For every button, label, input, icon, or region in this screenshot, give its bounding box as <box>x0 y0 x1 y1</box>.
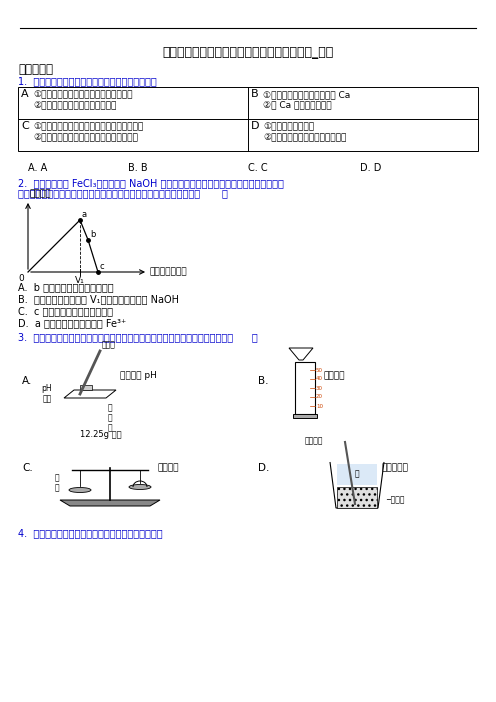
Polygon shape <box>64 390 116 398</box>
Ellipse shape <box>129 484 151 489</box>
Text: 10: 10 <box>316 404 323 409</box>
Text: 1.  下列有关生产生活中的化学知识整理有错误的是: 1. 下列有关生产生活中的化学知识整理有错误的是 <box>18 76 157 86</box>
Text: ①灌装汽水时加压，是为了增加气体溶解的量: ①灌装汽水时加压，是为了增加气体溶解的量 <box>33 122 143 131</box>
Text: ①明矾具有净水作用: ①明矾具有净水作用 <box>263 122 314 131</box>
Text: 30: 30 <box>316 385 323 390</box>
Text: B. B: B. B <box>128 163 148 173</box>
Text: A.: A. <box>22 376 32 386</box>
Text: 2.  向一定质量的 FeCl₃溶液中滴加 NaOH 溶液一段时间后，改为滴加稀硫酸，所得沉淀质: 2. 向一定质量的 FeCl₃溶液中滴加 NaOH 溶液一段时间后，改为滴加稀硫… <box>18 178 284 188</box>
Text: D. D: D. D <box>360 163 381 173</box>
Text: 称量固体: 称量固体 <box>158 463 180 472</box>
Bar <box>337 464 377 485</box>
Text: ②活性炭能吸附水中的色素和异味: ②活性炭能吸附水中的色素和异味 <box>263 132 346 141</box>
Text: 3.  正确规范的操作是实验成功和人身安全的重要保证。下列实验操作正确的是（      ）: 3. 正确规范的操作是实验成功和人身安全的重要保证。下列实验操作正确的是（ ） <box>18 332 258 342</box>
Text: 40: 40 <box>316 376 323 381</box>
Text: ─浓硫酸: ─浓硫酸 <box>386 496 405 505</box>
Text: 测定溶液 pH: 测定溶液 pH <box>120 371 157 380</box>
Text: B: B <box>251 89 258 99</box>
Text: A. A: A. A <box>28 163 47 173</box>
Text: 加入试剂总体积: 加入试剂总体积 <box>150 267 187 277</box>
Text: c: c <box>100 262 105 271</box>
Text: V₁: V₁ <box>75 276 85 285</box>
Text: D.: D. <box>258 463 269 473</box>
Text: 纸
片: 纸 片 <box>55 473 60 493</box>
Text: A: A <box>21 89 29 99</box>
Text: 玻璃棒: 玻璃棒 <box>102 340 116 349</box>
Text: C: C <box>21 121 29 131</box>
Polygon shape <box>289 348 313 360</box>
Text: pH
试纸: pH 试纸 <box>41 384 52 404</box>
Text: 不断搅拌: 不断搅拌 <box>305 436 323 445</box>
Text: 玻
璃
片: 玻 璃 片 <box>108 403 113 433</box>
Text: 12.25g 固体: 12.25g 固体 <box>80 430 122 439</box>
Text: ①人体含量最多的金属元素是 Ca: ①人体含量最多的金属元素是 Ca <box>263 90 350 99</box>
Text: 50: 50 <box>316 368 323 373</box>
Text: ①一氧化碳会与血红蛋白结合，使人中毒: ①一氧化碳会与血红蛋白结合，使人中毒 <box>33 90 132 99</box>
Polygon shape <box>60 500 160 506</box>
Text: 0: 0 <box>18 274 24 283</box>
Text: 一、选择题: 一、选择题 <box>18 63 53 76</box>
Text: 4.  下表物质中含有少量杂质，其中除杂方法正确的是: 4. 下表物质中含有少量杂质，其中除杂方法正确的是 <box>18 528 163 538</box>
Text: ②缺 Ca 会引起骨质疏松: ②缺 Ca 会引起骨质疏松 <box>263 100 332 109</box>
Bar <box>295 362 315 414</box>
Text: b: b <box>90 230 95 239</box>
Text: a: a <box>82 210 87 219</box>
Bar <box>80 385 92 390</box>
Text: C.  c 点时溶液中的溶质不止是盐: C. c 点时溶液中的溶质不止是盐 <box>18 306 113 316</box>
Text: 配制溶液: 配制溶液 <box>323 371 345 380</box>
Text: B.: B. <box>258 376 268 386</box>
Text: 贵州省普通高中学重点高中自主招生化学试题_图文: 贵州省普通高中学重点高中自主招生化学试题_图文 <box>162 46 334 59</box>
Text: D: D <box>251 121 259 131</box>
Bar <box>293 414 317 418</box>
Bar <box>18 87 478 151</box>
Text: C.: C. <box>22 463 33 473</box>
Text: B.  加入试剂总体积大于 V₁时，溶液中不存在 NaOH: B. 加入试剂总体积大于 V₁时，溶液中不存在 NaOH <box>18 294 179 304</box>
Text: ②煤炉上放一壶水能防止煤气中毒: ②煤炉上放一壶水能防止煤气中毒 <box>33 100 117 109</box>
Text: 稀释浓硫酸: 稀释浓硫酸 <box>382 463 409 472</box>
Bar <box>337 487 377 508</box>
Text: 水: 水 <box>355 470 359 479</box>
Text: 量随加入试剂总体积的变化趋势如图所示，下列有关说法不正确的是（       ）: 量随加入试剂总体积的变化趋势如图所示，下列有关说法不正确的是（ ） <box>18 188 228 198</box>
Text: 20: 20 <box>316 395 323 399</box>
Text: C. C: C. C <box>248 163 268 173</box>
Text: ②将鸡蛋壳加入食醋，会产生二氧化碳气体: ②将鸡蛋壳加入食醋，会产生二氧化碳气体 <box>33 132 138 141</box>
Ellipse shape <box>69 487 91 493</box>
Text: 沉淀质量: 沉淀质量 <box>30 189 52 198</box>
Text: A.  b 点时所加试剂一定是稀硫酸: A. b 点时所加试剂一定是稀硫酸 <box>18 282 114 292</box>
Text: D.  a 点时溶液中有可能存在 Fe³⁺: D. a 点时溶液中有可能存在 Fe³⁺ <box>18 318 126 328</box>
